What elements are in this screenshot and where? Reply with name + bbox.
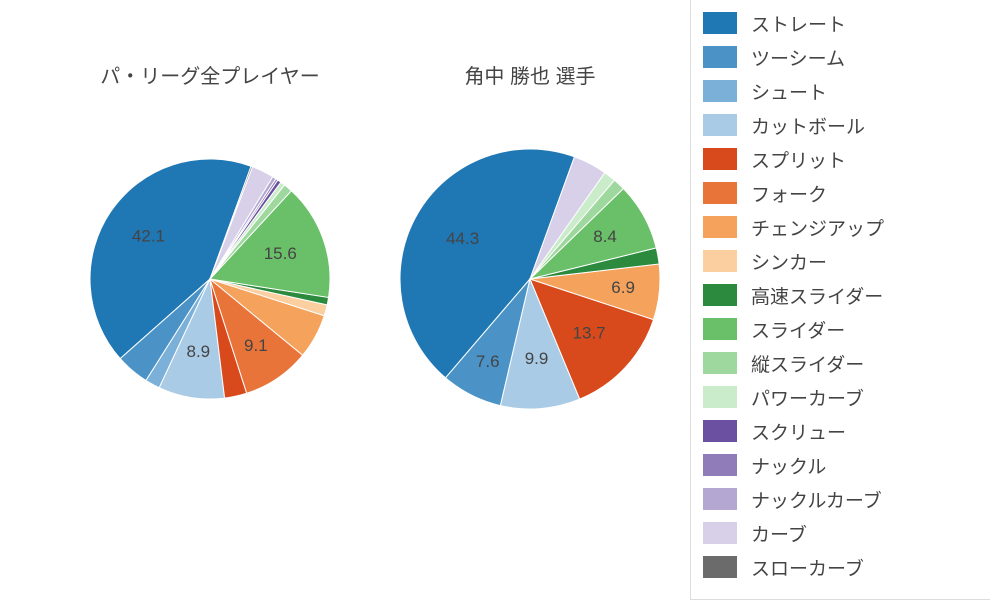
legend-item: フォーク	[703, 176, 986, 210]
legend-swatch	[703, 318, 737, 340]
legend-swatch	[703, 12, 737, 34]
legend-label: ナックル	[751, 452, 826, 479]
slice-label: 8.9	[187, 342, 211, 361]
slice-label: 7.6	[476, 352, 500, 371]
slice-label: 13.7	[573, 323, 606, 342]
legend-swatch	[703, 556, 737, 578]
legend-item: ツーシーム	[703, 40, 986, 74]
pie-player: 角中 勝也 選手 44.3 7.6 9.9 13.7 6.9 8.4	[380, 60, 680, 449]
slice-label: 42.1	[132, 227, 165, 246]
legend-label: 高速スライダー	[751, 282, 883, 309]
legend-swatch	[703, 488, 737, 510]
legend-label: カーブ	[751, 520, 807, 547]
legend-label: カットボール	[751, 112, 865, 139]
legend-label: スクリュー	[751, 418, 846, 445]
slice-label: 15.6	[264, 244, 297, 263]
figure-root: パ・リーグ全プレイヤー 42.1 8.9 9.1 15.6 角中 勝也 選手 44.3…	[0, 0, 1000, 600]
legend-item: スクリュー	[703, 414, 986, 448]
legend-label: スライダー	[751, 316, 845, 343]
legend-swatch	[703, 80, 737, 102]
legend-item: シンカー	[703, 244, 986, 278]
legend-swatch	[703, 522, 737, 544]
legend-swatch	[703, 284, 737, 306]
pie-svg-league: 42.1 8.9 9.1 15.6	[60, 109, 360, 449]
slice-label: 9.1	[244, 336, 268, 355]
legend-swatch	[703, 250, 737, 272]
legend-swatch	[703, 114, 737, 136]
legend-item: 高速スライダー	[703, 278, 986, 312]
slice-label: 8.4	[593, 227, 617, 246]
legend-item: スプリット	[703, 142, 986, 176]
legend-item: 縦スライダー	[703, 346, 986, 380]
legend-swatch	[703, 352, 737, 374]
legend-swatch	[703, 216, 737, 238]
legend-item: カットボール	[703, 108, 986, 142]
slice-label: 9.9	[525, 349, 549, 368]
legend-label: 縦スライダー	[751, 350, 864, 377]
slice-label: 44.3	[446, 229, 479, 248]
legend-swatch	[703, 46, 737, 68]
legend-swatch	[703, 386, 737, 408]
legend-label: ストレート	[751, 10, 846, 37]
legend-item: ナックル	[703, 448, 986, 482]
legend-label: パワーカーブ	[751, 384, 864, 411]
pie-title-player: 角中 勝也 選手	[380, 60, 680, 89]
pie-league: パ・リーグ全プレイヤー 42.1 8.9 9.1 15.6	[60, 60, 360, 449]
legend-swatch	[703, 454, 737, 476]
legend-label: ナックルカーブ	[751, 486, 882, 513]
pie-title-league: パ・リーグ全プレイヤー	[60, 60, 360, 89]
legend-item: パワーカーブ	[703, 380, 986, 414]
legend-swatch	[703, 420, 737, 442]
pie-svg-player: 44.3 7.6 9.9 13.7 6.9 8.4	[380, 109, 680, 449]
legend-item: カーブ	[703, 516, 986, 550]
legend-label: ツーシーム	[751, 44, 845, 71]
legend-item: チェンジアップ	[703, 210, 986, 244]
legend: ストレートツーシームシュートカットボールスプリットフォークチェンジアップシンカー…	[690, 0, 990, 600]
slice-label: 6.9	[611, 278, 635, 297]
legend-swatch	[703, 148, 737, 170]
chart-area: パ・リーグ全プレイヤー 42.1 8.9 9.1 15.6 角中 勝也 選手 44.3…	[0, 0, 680, 600]
legend-label: シンカー	[751, 248, 827, 275]
legend-item: シュート	[703, 74, 986, 108]
legend-item: ナックルカーブ	[703, 482, 986, 516]
legend-label: フォーク	[751, 180, 827, 207]
legend-item: スライダー	[703, 312, 986, 346]
legend-label: チェンジアップ	[751, 214, 884, 241]
legend-label: スローカーブ	[751, 554, 864, 581]
legend-swatch	[703, 182, 737, 204]
legend-item: スローカーブ	[703, 550, 986, 584]
legend-label: スプリット	[751, 146, 846, 173]
legend-item: ストレート	[703, 6, 986, 40]
legend-label: シュート	[751, 78, 827, 105]
